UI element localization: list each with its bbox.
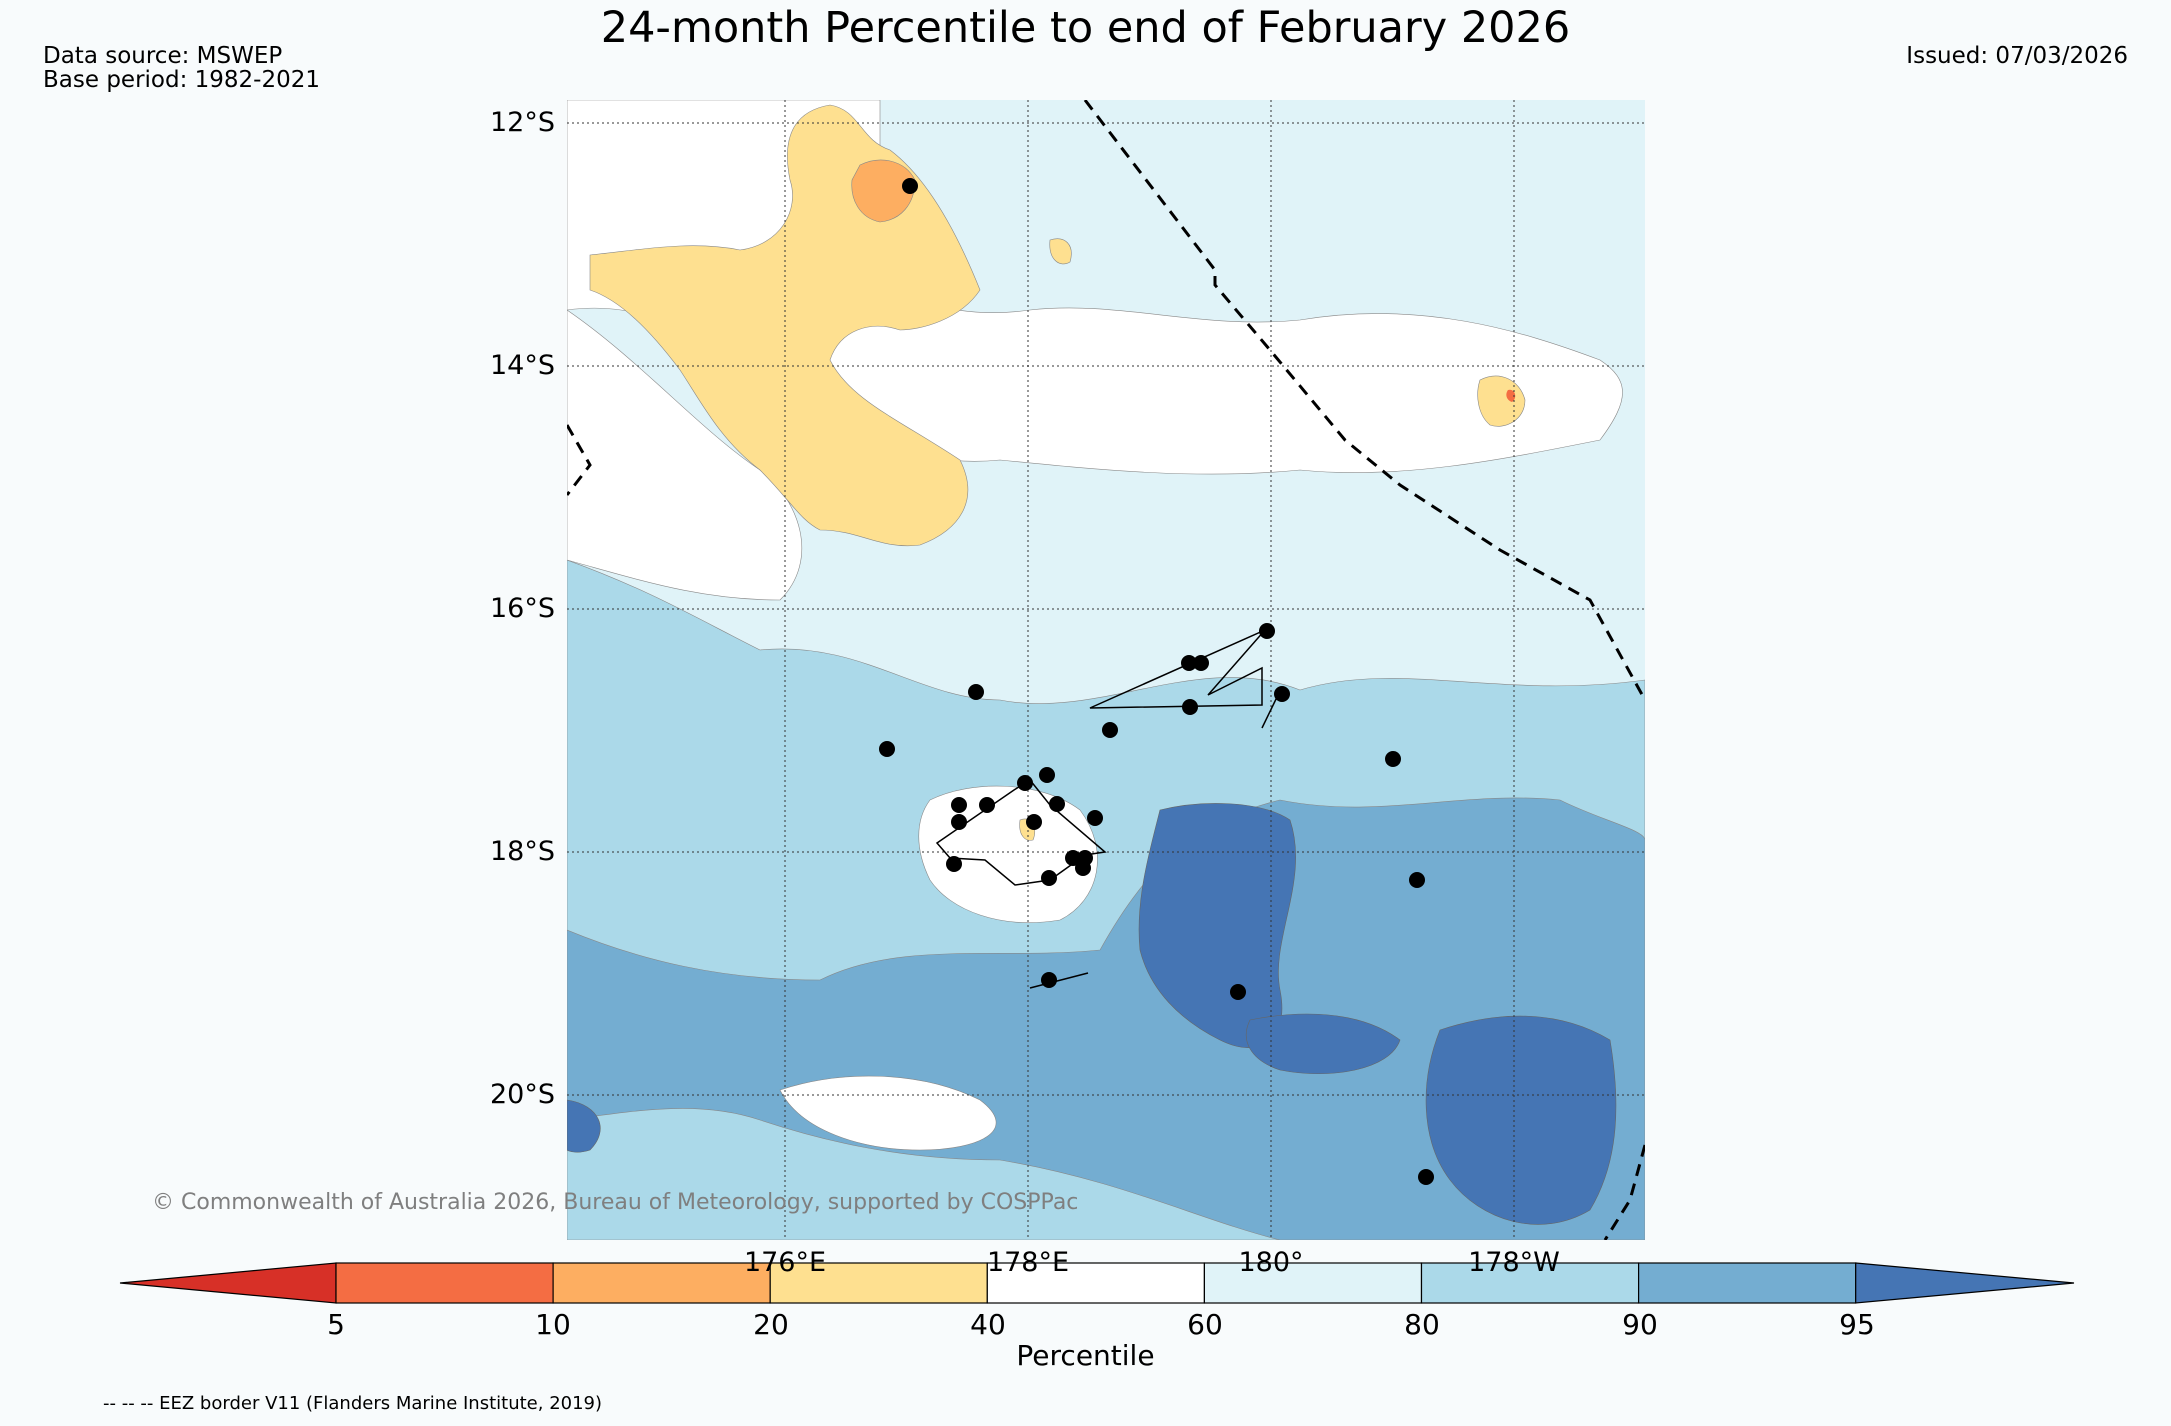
lat-label-12s: 12°S — [490, 107, 555, 138]
lat-label-20s: 20°S — [490, 1079, 555, 1110]
station-marker — [1017, 775, 1033, 791]
colorbar-tick: 90 — [1622, 1308, 1658, 1341]
station-marker — [902, 178, 918, 194]
station-marker — [968, 684, 984, 700]
lon-label-178e: 178°E — [986, 1247, 1070, 1278]
station-marker — [1102, 722, 1118, 738]
lat-label-16s: 16°S — [490, 593, 555, 624]
station-marker — [1041, 972, 1057, 988]
colorbar-extend-high — [1855, 1262, 2075, 1304]
station-marker — [951, 814, 967, 830]
colorbar-title: Percentile — [1016, 1339, 1155, 1372]
lon-label-178w: 178°W — [1468, 1247, 1560, 1278]
station-marker — [1274, 686, 1290, 702]
colorbar-extend-low — [119, 1262, 337, 1304]
issued-date: Issued: 07/03/2026 — [1906, 43, 2128, 69]
station-marker — [1075, 860, 1091, 876]
station-marker — [1087, 810, 1103, 826]
station-marker — [1065, 850, 1081, 866]
station-marker — [951, 797, 967, 813]
copyright-notice: © Commonwealth of Australia 2026, Bureau… — [152, 1190, 1079, 1215]
station-marker — [1259, 623, 1275, 639]
colorbar-tick: 95 — [1839, 1308, 1875, 1341]
colorbar-segment — [335, 1262, 554, 1304]
colorbar-segment — [1420, 1262, 1640, 1304]
colorbar — [119, 1262, 2075, 1304]
colorbar-tick: 80 — [1404, 1308, 1440, 1341]
percentile-field — [567, 100, 1645, 1240]
eez-border — [567, 100, 1645, 1240]
data-source: Data source: MSWEP — [43, 43, 283, 69]
lat-label-18s: 18°S — [490, 836, 555, 867]
station-marker — [1418, 1169, 1434, 1185]
lon-label-176e: 176°E — [743, 1247, 827, 1278]
colorbar-tick: 20 — [753, 1308, 789, 1341]
station-marker — [1193, 655, 1209, 671]
data-info: Data source: MSWEP Base period: 1982-202… — [43, 44, 320, 92]
colorbar-tick: 40 — [970, 1308, 1006, 1341]
station-marker — [1182, 699, 1198, 715]
map-title: 24-month Percentile to end of February 2… — [600, 3, 1571, 53]
colorbar-segment — [1637, 1262, 1857, 1304]
station-marker — [1041, 870, 1057, 886]
colorbar-segment — [986, 1262, 1205, 1304]
station-marker — [1230, 984, 1246, 1000]
lat-label-14s: 14°S — [490, 350, 555, 381]
base-period: Base period: 1982-2021 — [43, 67, 321, 93]
station-marker — [979, 797, 995, 813]
colorbar-tick: 60 — [1187, 1308, 1223, 1341]
eez-legend: -- -- -- EEZ border V11 (Flanders Marine… — [103, 1393, 603, 1414]
station-marker — [879, 741, 895, 757]
station-marker — [1409, 872, 1425, 888]
colorbar-segment — [1203, 1262, 1423, 1304]
lon-label-180: 180° — [1238, 1247, 1304, 1278]
station-marker — [946, 856, 962, 872]
colorbar-tick: 5 — [327, 1308, 345, 1341]
station-marker — [1049, 796, 1065, 812]
station-markers — [879, 178, 1434, 1185]
colorbar-tick: 10 — [535, 1308, 571, 1341]
station-marker — [1181, 655, 1197, 671]
station-marker — [1039, 767, 1055, 783]
station-marker — [1026, 814, 1042, 830]
station-marker — [1385, 751, 1401, 767]
